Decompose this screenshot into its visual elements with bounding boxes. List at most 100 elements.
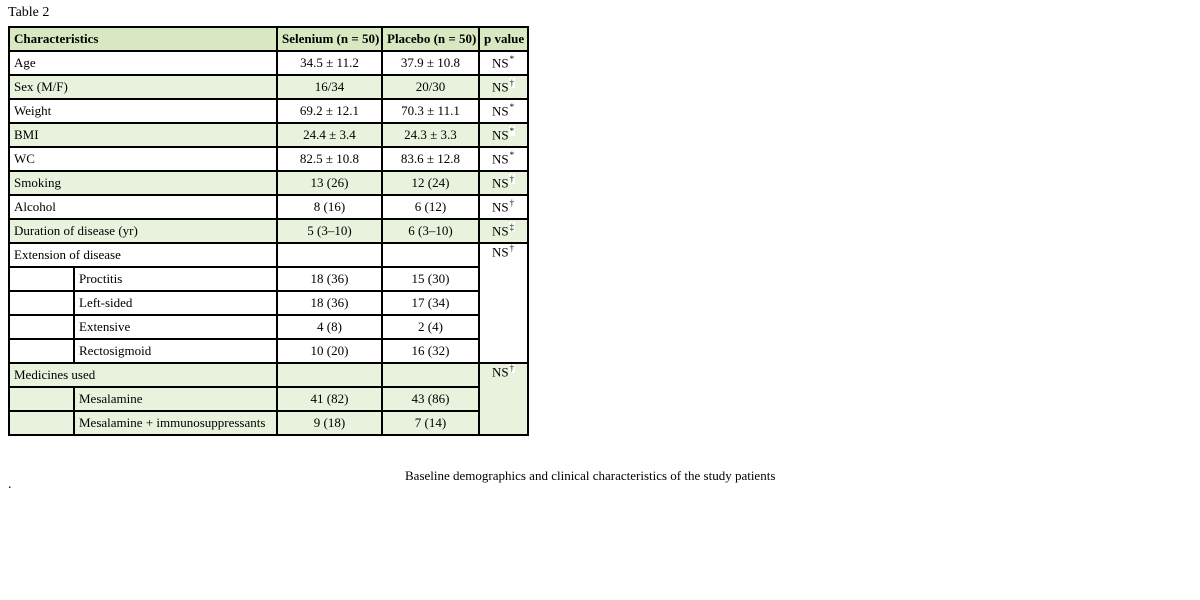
stray-period: .	[8, 477, 12, 492]
selenium-value: 10 (20)	[276, 338, 383, 364]
footnote-marker: †	[508, 197, 516, 208]
column-header-characteristics: Characteristics	[8, 26, 278, 52]
table-row-weight: Weight 69.2 ± 12.1 70.3 ± 11.1 NS*	[8, 98, 529, 124]
row-label: WC	[8, 146, 278, 172]
row-label: Sex (M/F)	[8, 74, 278, 100]
selenium-value: 8 (16)	[276, 194, 383, 220]
table-row-sex: Sex (M/F) 16/34 20/30 NS†	[8, 74, 529, 100]
selenium-value: 69.2 ± 12.1	[276, 98, 383, 124]
row-sublabel: Left-sided	[73, 290, 278, 316]
footnote-marker: ‡	[508, 221, 516, 232]
selenium-value: 34.5 ± 11.2	[276, 50, 383, 76]
table-row-extension-of-disease: Extension of disease NS†	[8, 242, 529, 364]
row-label: BMI	[8, 122, 278, 148]
placebo-value: 16 (32)	[381, 338, 480, 364]
footnote-marker: *	[508, 125, 516, 136]
table-caption: Baseline demographics and clinical chara…	[405, 468, 776, 483]
footnote-marker: †	[508, 173, 516, 184]
p-value: NS†	[478, 74, 529, 100]
row-label: Smoking	[8, 170, 278, 196]
row-label: Medicines used	[8, 362, 278, 388]
p-value: NS*	[478, 146, 529, 172]
p-value: NS*	[478, 50, 529, 76]
row-label: Age	[8, 50, 278, 76]
table-row-rectosigmoid: Rectosigmoid 10 (20) 16 (32)	[8, 338, 528, 364]
table-row-alcohol: Alcohol 8 (16) 6 (12) NS†	[8, 194, 529, 220]
row-sublabel: Rectosigmoid	[73, 338, 278, 364]
placebo-value: 20/30	[381, 74, 480, 100]
placebo-value: 70.3 ± 11.1	[381, 98, 480, 124]
placebo-value: 7 (14)	[381, 410, 480, 436]
column-header-selenium: Selenium (n = 50)	[276, 26, 383, 52]
indent-cell	[8, 338, 75, 364]
placebo-value: 6 (12)	[381, 194, 480, 220]
p-value-group: NS†	[478, 242, 529, 364]
row-sublabel: Proctitis	[73, 266, 278, 292]
table-row-smoking: Smoking 13 (26) 12 (24) NS†	[8, 170, 529, 196]
footnote-marker: *	[508, 149, 516, 160]
selenium-value: 41 (82)	[276, 386, 383, 412]
row-label: Duration of disease (yr)	[8, 218, 278, 244]
table-row-age: Age 34.5 ± 11.2 37.9 ± 10.8 NS*	[8, 50, 529, 76]
table-row-bmi: BMI 24.4 ± 3.4 24.3 ± 3.3 NS*	[8, 122, 529, 148]
p-value: NS*	[478, 122, 529, 148]
placebo-value: 2 (4)	[381, 314, 480, 340]
selenium-value	[276, 362, 383, 388]
placebo-value: 37.9 ± 10.8	[381, 50, 480, 76]
indent-cell	[8, 386, 75, 412]
table-row-mesalamine: Mesalamine 41 (82) 43 (86)	[8, 386, 528, 412]
column-header-placebo: Placebo (n = 50)	[381, 26, 480, 52]
selenium-value	[276, 242, 383, 268]
p-value: NS‡	[478, 218, 529, 244]
footnote-marker: †	[508, 243, 516, 253]
table-row-left-sided: Left-sided 18 (36) 17 (34)	[8, 290, 528, 316]
selenium-value: 16/34	[276, 74, 383, 100]
footnote-marker: *	[508, 53, 516, 64]
table-row-duration: Duration of disease (yr) 5 (3–10) 6 (3–1…	[8, 218, 529, 244]
indent-cell	[8, 314, 75, 340]
selenium-value: 13 (26)	[276, 170, 383, 196]
selenium-value: 4 (8)	[276, 314, 383, 340]
placebo-value: 6 (3–10)	[381, 218, 480, 244]
selenium-value: 9 (18)	[276, 410, 383, 436]
indent-cell	[8, 410, 75, 436]
footnote-marker: *	[508, 101, 516, 112]
table-row-proctitis: Proctitis 18 (36) 15 (30)	[8, 266, 528, 292]
selenium-value: 18 (36)	[276, 290, 383, 316]
column-header-p-value: p value	[478, 26, 529, 52]
table-row-extensive: Extensive 4 (8) 2 (4)	[8, 314, 528, 340]
p-value: NS*	[478, 98, 529, 124]
row-label: Weight	[8, 98, 278, 124]
row-sublabel: Mesalamine	[73, 386, 278, 412]
placebo-value: 15 (30)	[381, 266, 480, 292]
selenium-value: 82.5 ± 10.8	[276, 146, 383, 172]
table-number-label: Table 2	[8, 5, 50, 20]
selenium-value: 5 (3–10)	[276, 218, 383, 244]
selenium-value: 18 (36)	[276, 266, 383, 292]
table-row-mesalamine-immunosuppressants: Mesalamine + immunosuppressants 9 (18) 7…	[8, 410, 528, 436]
placebo-value: 12 (24)	[381, 170, 480, 196]
p-value: NS†	[478, 194, 529, 220]
table-row-wc: WC 82.5 ± 10.8 83.6 ± 12.8 NS*	[8, 146, 529, 172]
placebo-value: 43 (86)	[381, 386, 480, 412]
indent-cell	[8, 266, 75, 292]
row-sublabel: Extensive	[73, 314, 278, 340]
row-sublabel: Mesalamine + immunosuppressants	[73, 410, 278, 436]
placebo-value	[381, 242, 480, 268]
placebo-value: 17 (34)	[381, 290, 480, 316]
indent-cell	[8, 290, 75, 316]
p-value: NS†	[478, 170, 529, 196]
demographics-table: Characteristics Selenium (n = 50) Placeb…	[8, 26, 529, 436]
table-row-medicines-used: Medicines used NS†	[8, 362, 529, 436]
p-value-group: NS†	[478, 362, 529, 436]
footnote-marker: †	[508, 363, 516, 373]
row-label: Extension of disease	[8, 242, 278, 268]
placebo-value	[381, 362, 480, 388]
placebo-value: 83.6 ± 12.8	[381, 146, 480, 172]
row-label: Alcohol	[8, 194, 278, 220]
footnote-marker: †	[508, 77, 516, 88]
selenium-value: 24.4 ± 3.4	[276, 122, 383, 148]
header-row: Characteristics Selenium (n = 50) Placeb…	[8, 26, 529, 52]
placebo-value: 24.3 ± 3.3	[381, 122, 480, 148]
